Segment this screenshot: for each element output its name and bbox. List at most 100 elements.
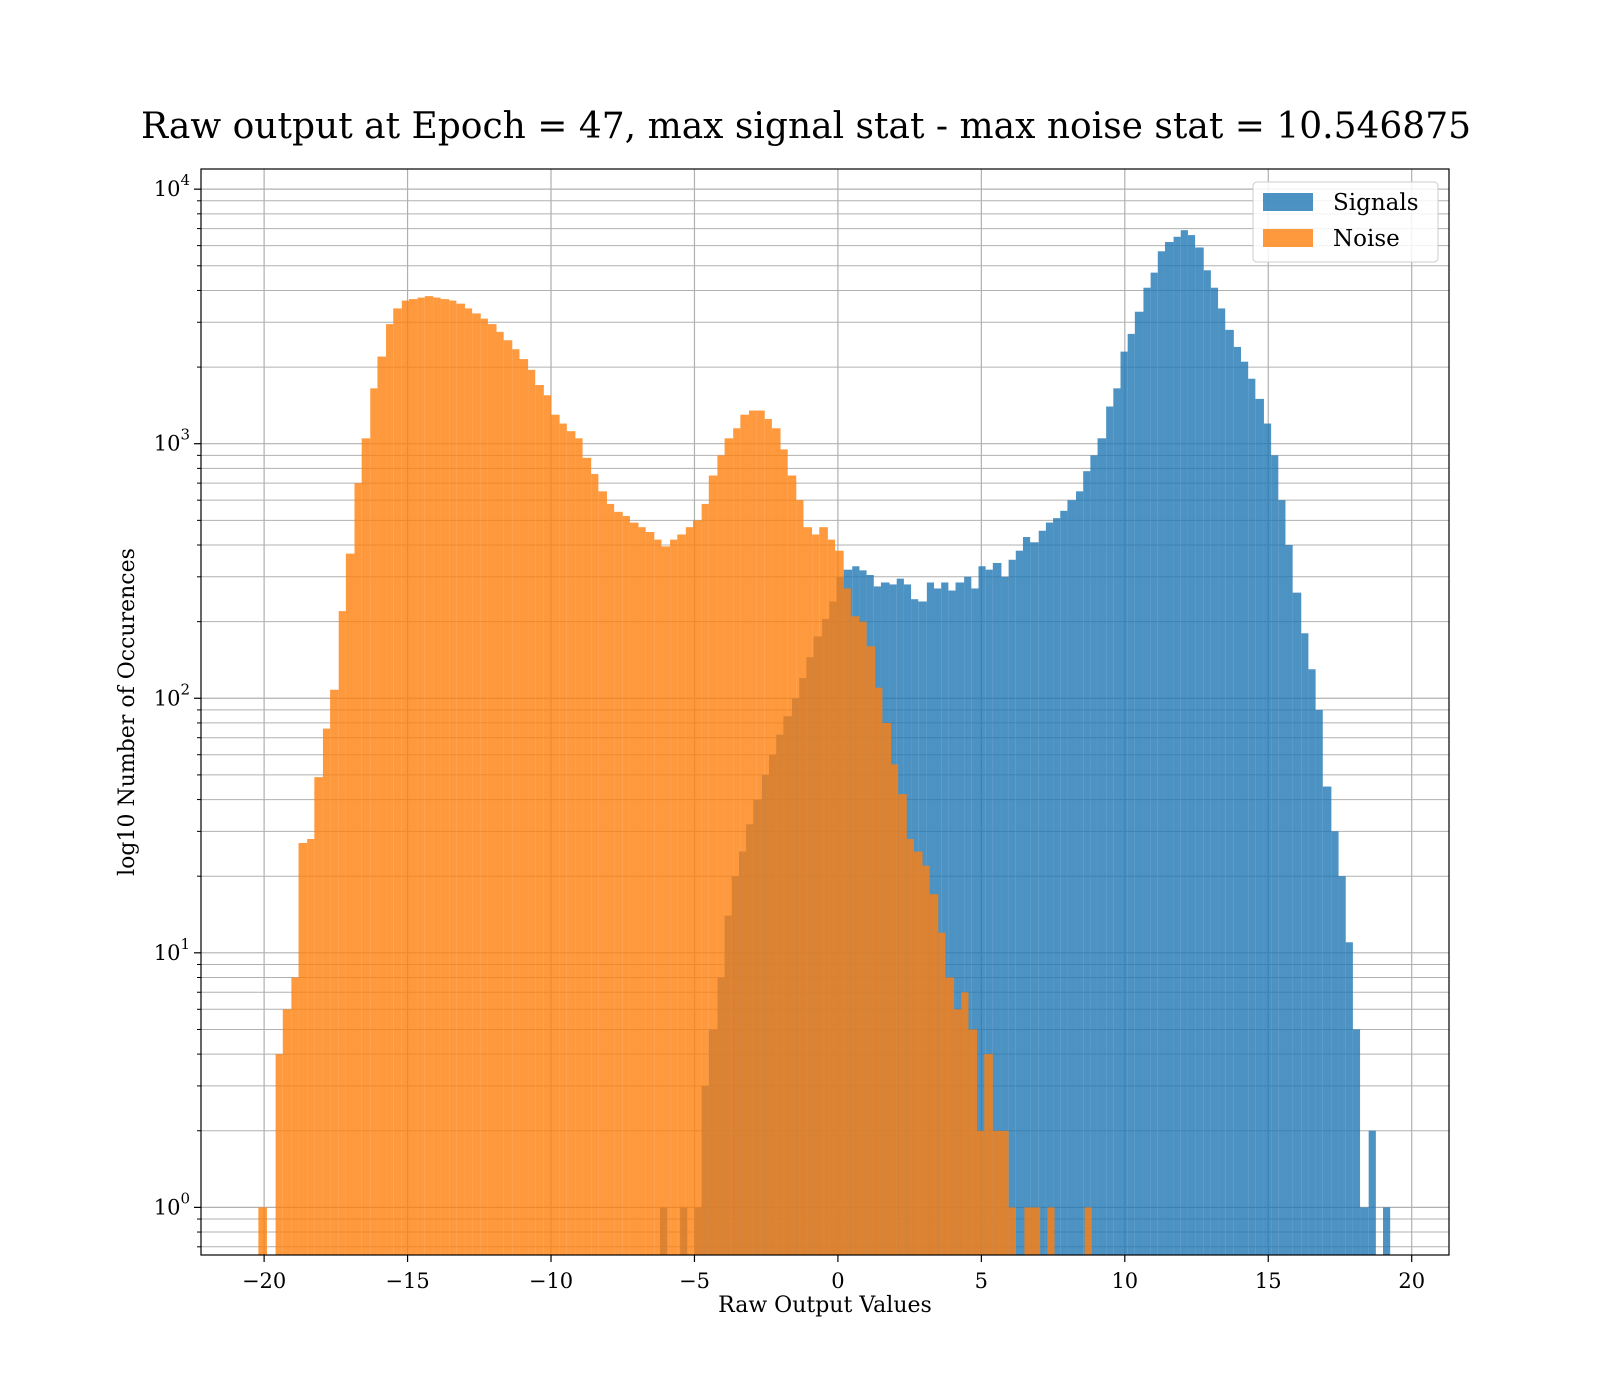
bar-noise (977, 1130, 985, 1255)
bar-noise (361, 438, 371, 1256)
bar-noise (551, 414, 560, 1255)
bar-noise (819, 527, 828, 1255)
bar-noise (929, 894, 939, 1255)
bar-noise (614, 511, 623, 1255)
bar-signals (955, 582, 965, 1255)
bar-signals (1195, 247, 1204, 1255)
x-tick-label: 0 (831, 1269, 844, 1293)
x-tick-label: −5 (679, 1269, 710, 1293)
bar-signals (1083, 471, 1091, 1255)
y-tick-label: 103 (154, 426, 190, 456)
bar-noise (796, 500, 804, 1256)
bar-noise (827, 539, 836, 1255)
bar-noise (1031, 1207, 1041, 1255)
bar-signals (1090, 455, 1098, 1255)
bar-signals (1352, 1029, 1361, 1255)
bar-noise (748, 410, 757, 1255)
bar-signals (1187, 235, 1196, 1255)
x-tick-label: 10 (1111, 1269, 1138, 1293)
bar-noise (275, 1054, 283, 1255)
bar-signals (1060, 510, 1068, 1255)
bar-signals (1076, 491, 1084, 1256)
bar-signals (1241, 361, 1249, 1255)
bar-noise (756, 410, 765, 1255)
bar-signals (1045, 522, 1054, 1255)
bar-signals (948, 590, 956, 1255)
bar-noise (945, 977, 955, 1255)
x-tick-label: 5 (975, 1269, 988, 1293)
bar-noise (487, 324, 497, 1255)
bar-signals (1331, 831, 1339, 1255)
bar-noise (780, 449, 788, 1255)
x-tick-label: 15 (1255, 1269, 1282, 1293)
y-tick-label: 100 (154, 1189, 190, 1219)
bar-noise (670, 539, 678, 1255)
bar-signals (1218, 308, 1226, 1255)
bar-noise (377, 356, 387, 1255)
bar-signals (941, 582, 949, 1255)
bar-signals (1001, 576, 1009, 1255)
bar-noise (393, 308, 402, 1255)
bar-noise (591, 474, 599, 1255)
bar-signals (1180, 230, 1188, 1256)
bar-signals (1106, 406, 1114, 1255)
bar-signals (1038, 530, 1046, 1255)
bar-noise (629, 522, 639, 1255)
bar-signals (1322, 786, 1332, 1255)
bar-signals (1301, 633, 1309, 1255)
bar-signals (1030, 542, 1039, 1255)
bar-noise (685, 527, 694, 1255)
bar-noise (922, 865, 930, 1255)
bar-signals (1022, 537, 1031, 1255)
bar-noise (968, 1029, 978, 1255)
bar-noise (724, 438, 734, 1256)
bar-noise (1047, 1207, 1055, 1255)
bar-noise (764, 419, 772, 1255)
bar-noise (859, 621, 867, 1255)
bar-noise (417, 297, 425, 1255)
y-tick-label: 104 (154, 171, 190, 201)
bar-noise (708, 475, 718, 1256)
bar-noise (677, 534, 686, 1255)
bar-noise (654, 539, 662, 1255)
bar-noise (1024, 1207, 1032, 1255)
bar-signals (978, 566, 986, 1255)
plot-area-frame (200, 168, 1450, 1256)
bar-noise (424, 296, 434, 1256)
bar-signals (992, 562, 1002, 1255)
x-axis-title: Raw Output Values (718, 1293, 932, 1318)
bar-signals (1134, 311, 1144, 1255)
bar-noise (866, 646, 876, 1255)
bar-signals (1278, 500, 1286, 1256)
bar-noise (480, 318, 488, 1255)
bar-noise (606, 503, 615, 1255)
bar-signals (1360, 1207, 1369, 1255)
bar-noise (898, 794, 907, 1255)
bar-noise (386, 324, 394, 1255)
bar-noise (733, 428, 741, 1255)
bar-noise (496, 331, 504, 1255)
bar-noise (938, 932, 946, 1255)
bar-signals (1255, 398, 1264, 1255)
bar-noise (307, 838, 315, 1255)
bar-signals (1263, 423, 1272, 1255)
bar-noise (409, 299, 418, 1256)
bar-noise (890, 764, 899, 1255)
bar-noise (433, 297, 441, 1255)
bar-signals (985, 569, 993, 1255)
bar-noise (787, 475, 797, 1256)
y-tick-label: 102 (154, 680, 190, 710)
axis-ticks: −20 −15 −10 −5 0 5 10 15 20 100 101 102 103 104 (154, 171, 1425, 1293)
bar-signals (1150, 272, 1158, 1255)
bar-noise (954, 1009, 962, 1255)
legend-swatch-signals (1263, 193, 1313, 211)
histogram-bars (258, 230, 1391, 1256)
bar-noise (622, 516, 630, 1255)
legend: Signals Noise (1252, 181, 1439, 263)
legend-label-signals: Signals (1333, 190, 1419, 216)
bar-noise (803, 527, 813, 1255)
bar-signals (1285, 545, 1293, 1255)
bar-noise (992, 1130, 1001, 1255)
x-tick-label: 20 (1398, 1269, 1425, 1293)
